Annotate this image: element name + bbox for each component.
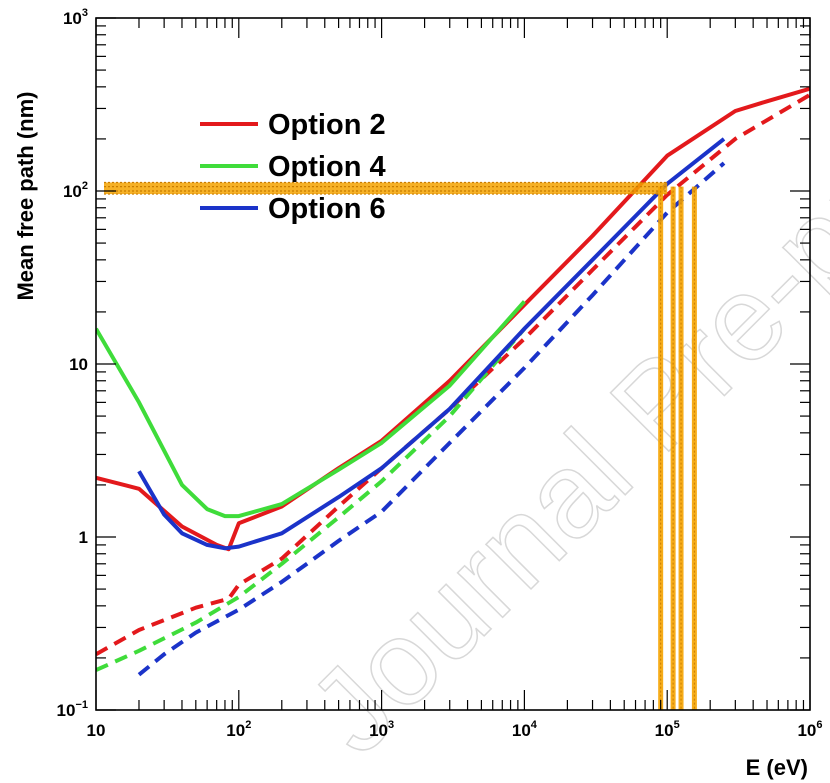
plot-area — [96, 86, 810, 710]
legend-label-option-4: Option 4 — [268, 151, 386, 183]
y-tick-label: 102 — [63, 180, 88, 201]
tick-labels: 10 102 103 104 105 106 10−1 1 10 102 103 — [57, 7, 823, 740]
highlight-horizontal-band — [104, 182, 668, 195]
x-tick-label: 103 — [369, 719, 394, 740]
y-tick-label: 10 — [69, 355, 88, 374]
legend: Option 2 Option 4 Option 6 — [200, 109, 386, 225]
series-line-option-6-dashed — [137, 161, 726, 677]
x-tick-label: 104 — [512, 719, 538, 740]
x-tick-label: 10 — [87, 721, 106, 740]
axes — [95, 17, 811, 711]
x-axis-title: E (eV) — [746, 755, 808, 780]
legend-label-option-2: Option 2 — [268, 109, 386, 141]
y-axis-title: Mean free path (nm) — [13, 91, 38, 300]
legend-label-option-6: Option 6 — [268, 193, 386, 225]
x-tick-label: 105 — [655, 719, 680, 740]
y-tick-label: 10−1 — [57, 699, 88, 720]
y-tick-label: 1 — [79, 528, 88, 547]
series-line-option-6-solid — [137, 137, 726, 551]
plot-clip-group — [96, 86, 810, 710]
y-tick-label: 103 — [63, 7, 88, 28]
series-line-option-2-dashed — [96, 93, 810, 657]
x-tick-label: 102 — [226, 719, 251, 740]
x-tick-label: 106 — [797, 719, 822, 740]
series-line-option-4-dashed — [96, 327, 526, 672]
series-line-option-4-solid — [96, 300, 526, 519]
